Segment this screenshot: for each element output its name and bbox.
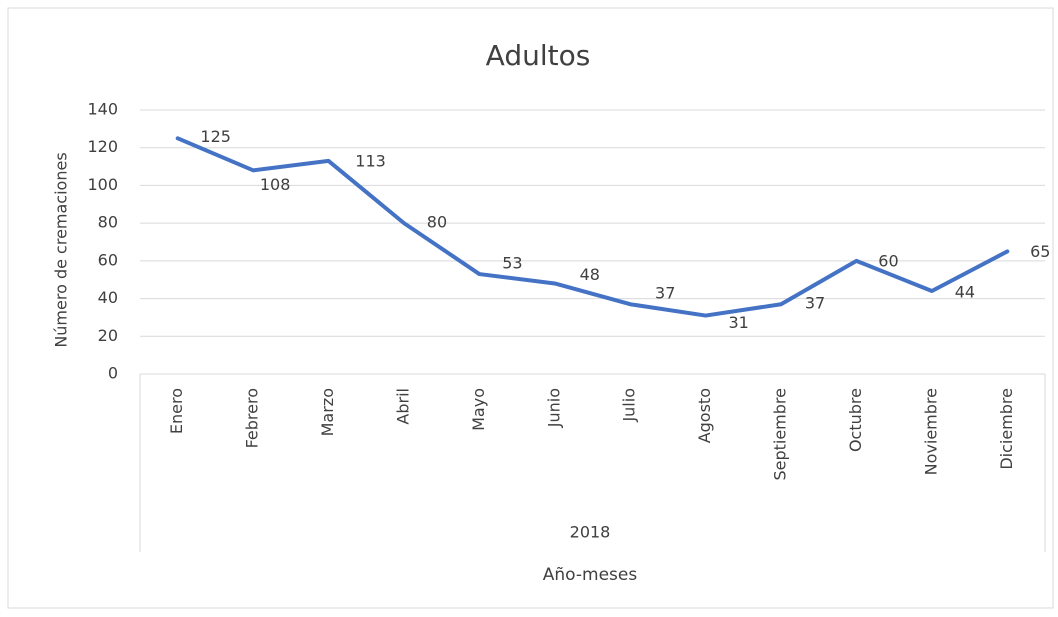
y-tick-label: 120 (87, 137, 118, 156)
y-tick-label: 140 (87, 100, 118, 119)
y-tick-label: 60 (98, 250, 118, 269)
x-tick-label: Abril (393, 388, 412, 425)
chart-border (7, 7, 1054, 609)
chart-title: Adultos (486, 39, 591, 72)
y-axis-label: Número de cremaciones (52, 152, 71, 347)
group-label: 2018 (570, 523, 611, 542)
data-label: 31 (728, 313, 748, 332)
data-label: 44 (955, 283, 975, 302)
x-tick-label: Enero (167, 388, 186, 434)
y-tick-label: 0 (108, 364, 118, 383)
data-label: 37 (805, 294, 825, 313)
data-label: 48 (580, 265, 600, 284)
x-tick-label: Noviembre (921, 388, 940, 475)
x-tick-label: Octubre (846, 388, 865, 452)
x-tick-label: Agosto (695, 388, 714, 443)
data-label: 108 (260, 175, 291, 194)
y-tick-label: 80 (98, 213, 118, 232)
x-tick-label: Marzo (318, 388, 337, 436)
x-tick-label: Julio (620, 388, 639, 423)
y-tick-label: 40 (98, 288, 118, 307)
y-tick-label: 20 (98, 326, 118, 345)
x-tick-label: Febrero (243, 388, 262, 448)
data-label: 113 (355, 151, 386, 170)
data-label: 125 (200, 127, 231, 146)
data-label: 53 (502, 254, 522, 273)
x-tick-label: Septiembre (771, 388, 790, 481)
y-tick-label: 100 (87, 175, 118, 194)
data-label: 65 (1030, 242, 1050, 261)
line (175, 136, 1010, 318)
data-label: 80 (427, 213, 447, 232)
x-tick-label: Diciembre (997, 388, 1016, 470)
x-axis-label: Año-meses (543, 565, 638, 585)
data-label: 37 (655, 284, 675, 303)
x-tick-label: Mayo (469, 388, 488, 431)
data-label: 60 (878, 251, 898, 270)
x-tick-label: Junio (544, 388, 563, 428)
